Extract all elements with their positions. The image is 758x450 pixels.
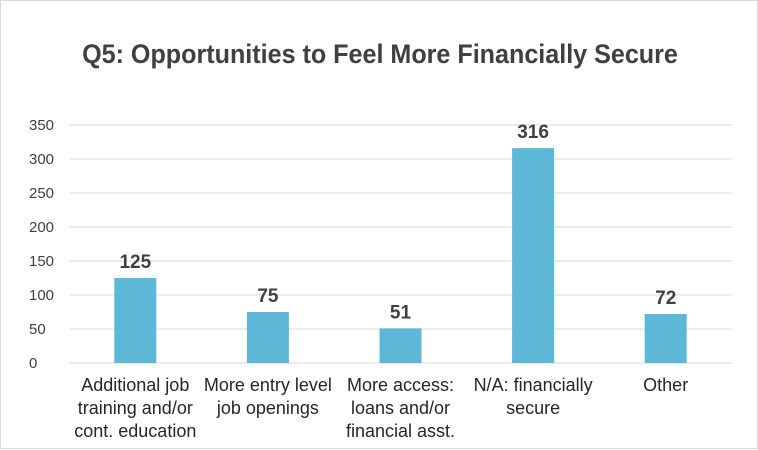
- x-category-label: secure: [506, 398, 560, 418]
- x-category-label: cont. education: [74, 421, 196, 441]
- data-label: 316: [517, 122, 549, 143]
- y-tick-label: 350: [29, 117, 54, 134]
- x-category-label: Additional job: [81, 375, 189, 395]
- bar: [379, 328, 422, 363]
- data-label: 72: [655, 288, 676, 309]
- y-tick-label: 250: [29, 185, 54, 202]
- x-category-label: More entry level: [204, 375, 332, 395]
- x-category-label: N/A: financially: [474, 375, 593, 395]
- y-tick-label: 300: [29, 151, 54, 168]
- y-tick-label: 50: [29, 321, 46, 338]
- x-category-label: More access:: [347, 375, 454, 395]
- x-category-label: loans and/or: [351, 398, 450, 418]
- data-label: 75: [257, 286, 279, 307]
- data-label: 51: [390, 302, 412, 323]
- bar: [246, 312, 289, 363]
- y-tick-label: 150: [29, 253, 54, 270]
- bar: [644, 314, 687, 363]
- data-label: 125: [119, 252, 151, 273]
- x-category-label: Other: [643, 375, 688, 395]
- y-tick-label: 200: [29, 219, 54, 236]
- chart-title: Q5: Opportunities to Feel More Financial…: [82, 39, 678, 69]
- x-category-label: financial asst.: [346, 421, 455, 441]
- bar: [512, 148, 555, 363]
- x-category-label: job openings: [216, 398, 319, 418]
- y-tick-label: 100: [29, 287, 54, 304]
- bar: [114, 278, 157, 363]
- y-tick-label: 0: [29, 355, 37, 372]
- x-category-label: training and/or: [78, 398, 193, 418]
